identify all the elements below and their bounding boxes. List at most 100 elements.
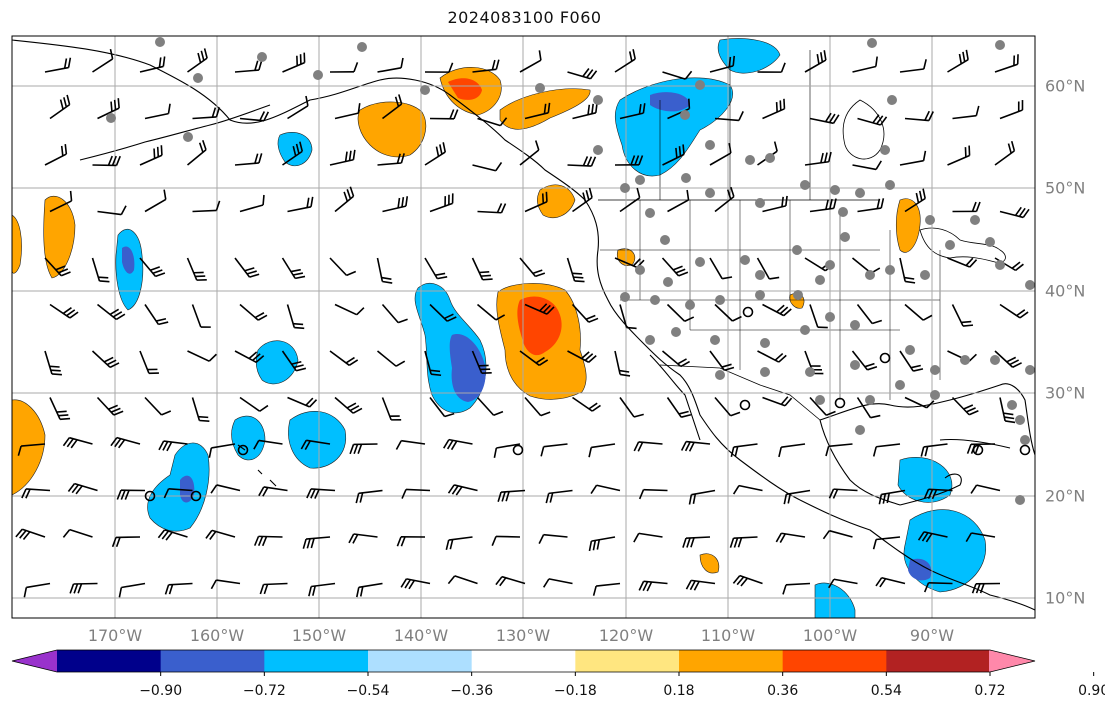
wind-barb xyxy=(757,350,787,363)
wind-barb xyxy=(619,304,637,330)
wind-barb xyxy=(545,489,573,504)
wind-barb xyxy=(571,303,599,323)
calm-wind-marker xyxy=(1019,444,1031,456)
wind-barb xyxy=(69,582,98,594)
wind-barb xyxy=(809,396,836,416)
warm-region-west-edge-2 xyxy=(43,195,76,279)
wind-barb xyxy=(92,48,114,73)
wind-barb xyxy=(825,443,853,457)
station-marker xyxy=(755,290,765,300)
wind-barb xyxy=(714,396,741,417)
wind-barb xyxy=(904,396,935,409)
warm-region-west-edge xyxy=(12,399,46,496)
wind-barb xyxy=(952,105,980,120)
colorbar-extend-high xyxy=(989,650,1035,672)
wind-barb xyxy=(714,303,742,322)
wind-barb xyxy=(947,257,978,268)
colorbar-segment xyxy=(57,650,162,672)
wind-barb xyxy=(590,484,621,495)
wind-barb xyxy=(542,578,573,588)
wind-barb xyxy=(762,396,793,407)
wind-barb xyxy=(856,397,881,419)
warm-region-great-lakes xyxy=(895,198,921,253)
wind-barb xyxy=(287,95,309,120)
wind-barb xyxy=(899,257,916,284)
colorbar-extend-low xyxy=(12,650,58,672)
wind-barb xyxy=(186,139,207,166)
wind-barb xyxy=(923,582,953,593)
station-marker xyxy=(793,290,803,300)
wind-barb xyxy=(49,190,73,213)
station-marker xyxy=(760,367,770,377)
wind-barb xyxy=(857,198,885,213)
wind-barb xyxy=(429,397,455,418)
wind-barb xyxy=(44,57,72,73)
wind-barb xyxy=(762,98,786,120)
wind-barb xyxy=(951,304,974,327)
station-marker xyxy=(805,367,815,377)
station-marker xyxy=(745,155,755,165)
wind-barb xyxy=(783,489,811,505)
calm-wind-marker xyxy=(237,444,249,456)
wind-barb xyxy=(97,205,127,216)
wind-barb xyxy=(44,350,62,376)
station-marker xyxy=(1020,435,1030,445)
wind-barb xyxy=(567,156,597,167)
wind-barb xyxy=(947,145,971,166)
wind-barb xyxy=(971,582,1001,594)
station-marker xyxy=(635,175,645,185)
station-marker xyxy=(705,140,715,150)
wind-barb xyxy=(709,257,733,280)
colorbar-segment xyxy=(782,650,887,672)
station-marker xyxy=(1007,400,1017,410)
wind-barb xyxy=(619,103,646,120)
wind-barb xyxy=(524,191,548,213)
wind-barb xyxy=(757,62,786,73)
wind-barb xyxy=(381,303,408,324)
wind-barb xyxy=(904,110,934,122)
station-marker xyxy=(765,153,775,163)
cuba xyxy=(939,438,1011,449)
wind-barb xyxy=(139,145,163,166)
station-marker xyxy=(715,295,725,305)
station-marker xyxy=(681,173,691,183)
station-marker xyxy=(257,52,267,62)
wind-barb xyxy=(424,142,447,166)
cool-region-pacific-2 xyxy=(147,442,210,532)
wind-barb xyxy=(118,582,146,598)
station-marker xyxy=(755,270,765,280)
wind-barb xyxy=(952,201,981,213)
station-marker xyxy=(880,145,890,155)
wind-barb xyxy=(400,578,431,590)
station-marker xyxy=(635,265,645,275)
wind-barb xyxy=(253,535,283,547)
longitude-label: 90°W xyxy=(909,626,955,645)
wind-barb xyxy=(666,303,695,322)
calm-wind-marker xyxy=(972,444,984,456)
wind-barb xyxy=(424,350,442,377)
wind-barb xyxy=(852,56,878,73)
station-marker xyxy=(825,312,835,322)
station-marker xyxy=(792,245,802,255)
station-marker xyxy=(193,73,203,83)
wind-barb xyxy=(21,488,51,499)
colorbar-segment xyxy=(471,650,576,672)
wind-barb xyxy=(234,350,265,363)
wind-barb xyxy=(286,304,305,330)
wind-barb xyxy=(281,350,307,372)
wind-barb xyxy=(91,350,120,369)
hawaii xyxy=(237,444,277,487)
station-markers xyxy=(106,37,1035,505)
wind-barb xyxy=(239,194,265,213)
station-marker xyxy=(887,95,897,105)
wind-barb xyxy=(239,111,270,122)
wind-barb xyxy=(447,484,478,496)
station-marker xyxy=(1015,415,1025,425)
wind-barb xyxy=(282,141,304,166)
wind-barb xyxy=(638,488,668,500)
wind-barb xyxy=(923,488,953,500)
calm-wind-marker xyxy=(512,444,524,456)
wind-barb xyxy=(614,350,631,377)
wind-barb xyxy=(965,532,996,543)
wind-barb xyxy=(144,304,169,326)
